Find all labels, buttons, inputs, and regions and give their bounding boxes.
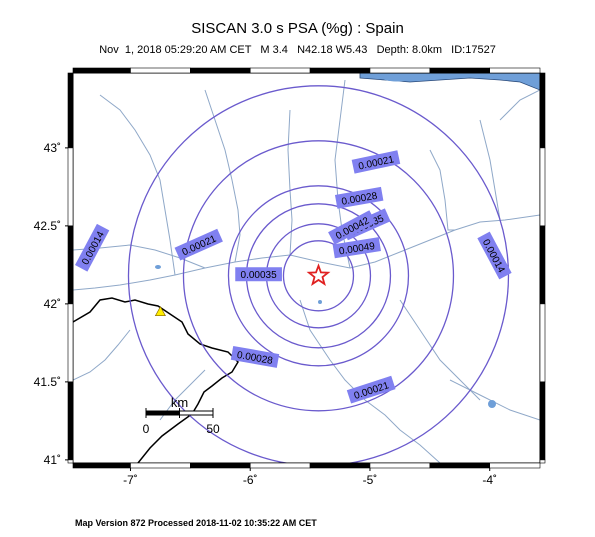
frame-segment [130, 67, 191, 74]
lon-tick-label: -7˚ [123, 473, 138, 487]
contour-label-box [75, 223, 110, 272]
contour-label-text: 0.00035 [241, 270, 278, 281]
national-border [73, 297, 239, 463]
contour-label-box [332, 237, 381, 259]
station-triangle-icon [154, 306, 166, 316]
frame-segment [309, 462, 371, 469]
map-version-footer: Map Version 872 Processed 2018-11-02 10:… [75, 518, 317, 528]
frame-segment [249, 67, 311, 74]
frame-segment [249, 462, 311, 469]
frame-segment [369, 462, 431, 469]
frame-segment [539, 225, 546, 305]
contour-label: 0.00028 [334, 186, 384, 209]
frame-segment [190, 67, 251, 74]
psa-contour [227, 185, 410, 367]
scale-end-label: 50 [206, 422, 220, 436]
lon-tick-label: -4˚ [482, 473, 497, 487]
lat-tick-label: 42˚ [44, 297, 61, 311]
psa-contour [265, 223, 372, 329]
frame-segment [130, 462, 191, 469]
lat-tick-label: 41.5˚ [34, 375, 61, 389]
psa-contour [182, 140, 455, 412]
river-line [479, 119, 501, 221]
frame-segment [429, 462, 491, 469]
river-line [159, 369, 206, 421]
lon-tick-label: -6˚ [243, 473, 258, 487]
frame-segment [67, 72, 74, 149]
contour-label-box [235, 267, 282, 282]
frame-segment [539, 381, 546, 461]
lat-tick-label: 41˚ [44, 453, 61, 467]
frame-segment [67, 381, 74, 461]
river-line [399, 299, 481, 401]
contour-label-box [351, 150, 401, 174]
contour-label: 0.00014 [477, 231, 512, 280]
frame-segment [539, 459, 546, 464]
lake-water [318, 300, 322, 304]
scale-bar-segment [146, 411, 180, 415]
map-title: SISCAN 3.0 s PSA (%g) : Spain [191, 20, 404, 37]
frame-segment [539, 72, 546, 149]
river-line [73, 214, 540, 291]
lon-tick-label: -5˚ [363, 473, 378, 487]
contour-label-box [477, 231, 512, 280]
contour-label-box [346, 375, 396, 404]
epicenter-star-icon [306, 263, 331, 286]
scale-unit: km [171, 395, 188, 410]
frame-segment [67, 147, 74, 227]
frame-segment [369, 67, 431, 74]
frame-segment [72, 67, 131, 74]
lake-water [155, 265, 161, 269]
psa-contour [282, 240, 355, 312]
frame-segment [489, 462, 541, 469]
event-info: Nov 1, 2018 05:29:20 AM CET M 3.4 N42.18… [99, 44, 496, 56]
bay-water [375, 73, 415, 82]
river-line [73, 329, 131, 381]
river-line [429, 149, 455, 231]
river-line [499, 89, 540, 121]
frame-segment [67, 459, 74, 464]
reservoir-water [488, 400, 496, 408]
contour-label-box [230, 345, 280, 368]
river-line [99, 94, 176, 276]
frame-segment [489, 67, 541, 74]
frame-segment [72, 462, 131, 469]
contour-label: 0.00028 [230, 345, 280, 368]
scale-bar: km 0 50 [143, 395, 220, 436]
contour-label: 0.00035 [235, 267, 282, 282]
map-frame [72, 72, 541, 464]
map-area: 0.000210.000280.000350.000420.000490.000… [73, 73, 540, 463]
frame-segment [67, 225, 74, 305]
river-line [299, 299, 441, 463]
river-line [204, 89, 241, 263]
scale-start-label: 0 [143, 422, 150, 436]
contour-label-text: 0.00021 [357, 154, 395, 172]
frame-segment [539, 147, 546, 227]
contour-label: 0.00021 [174, 228, 223, 261]
river-line [449, 379, 540, 421]
lat-tick-label: 43˚ [44, 141, 61, 155]
frame-segment [429, 67, 491, 74]
frame-segment [67, 303, 74, 383]
frame-segment [539, 303, 546, 383]
contour-label-box [328, 210, 376, 245]
psa-contour [127, 85, 510, 463]
frame-segment [190, 462, 251, 469]
frame-segment [309, 67, 371, 74]
contour-label-box [174, 228, 223, 261]
lat-tick-label: 42.5˚ [34, 219, 61, 233]
contour-label-box [334, 186, 384, 209]
